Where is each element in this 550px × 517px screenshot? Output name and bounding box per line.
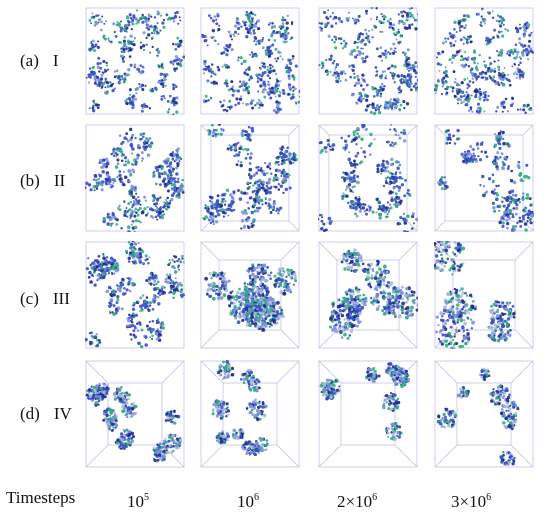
snapshot-panel [318,360,418,468]
particle-render [434,124,534,232]
row-label-c: (c) III [20,289,70,309]
snapshot-panel [318,7,418,115]
snapshot-panel [85,124,185,232]
particle-render [434,7,534,115]
particle-render [85,360,185,468]
snapshot-panel [318,241,418,349]
particle-render [318,241,418,349]
particle-render [434,241,534,349]
row-letter: (d) [20,404,40,423]
snapshot-panel [434,7,534,115]
particle-render [318,124,418,232]
snapshot-panel [434,124,534,232]
snapshot-panel [85,7,185,115]
row-letter: (b) [20,171,40,190]
snapshot-panel [434,360,534,468]
row-label-a: (a) I [20,51,59,71]
row-letter: (c) [20,289,39,308]
particle-render [434,360,534,468]
snapshot-panel [85,241,185,349]
particle-render [200,124,300,232]
particle-render [318,360,418,468]
row-roman: I [52,51,59,70]
particle-render [318,7,418,115]
particle-render [85,124,185,232]
particle-render [200,360,300,468]
snapshot-panel [200,241,300,349]
particle-render [85,241,185,349]
particle-render [85,7,185,115]
snapshot-panel [200,360,300,468]
snapshot-panel [200,7,300,115]
row-letter: (a) [20,51,39,70]
timestep-label: 106 [237,492,259,511]
row-roman: IV [53,404,72,423]
timestep-label: 105 [127,492,149,511]
timestep-label: 3×106 [451,492,492,511]
row-roman: III [52,289,70,308]
timestep-label: 2×106 [337,492,378,511]
particle-render [200,7,300,115]
row-roman: II [53,171,66,190]
snapshot-panel [318,124,418,232]
snapshot-panel [434,241,534,349]
row-label-d: (d) IV [20,404,72,424]
timesteps-title: Timesteps [6,488,76,507]
snapshot-panel [85,360,185,468]
snapshot-panel [200,124,300,232]
particle-render [200,241,300,349]
row-label-b: (b) II [20,171,65,191]
